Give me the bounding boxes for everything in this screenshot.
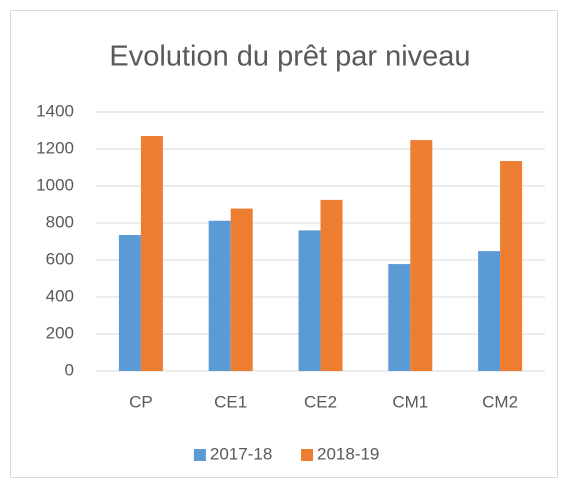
bar — [118, 235, 141, 371]
bar — [320, 199, 343, 371]
legend-label: 2018-19 — [317, 444, 379, 463]
chart-title: Evolution du prêt par niveau — [109, 41, 470, 73]
bar — [208, 220, 231, 371]
x-tick-label: CE2 — [304, 392, 337, 411]
bar — [388, 264, 411, 371]
bar — [478, 251, 501, 371]
legend-swatch — [301, 449, 313, 461]
legend-swatch — [193, 449, 206, 461]
bar — [140, 136, 163, 371]
y-tick-label: 0 — [65, 360, 74, 379]
bar — [500, 161, 523, 371]
y-tick-label: 1200 — [36, 138, 74, 157]
y-tick-label: 400 — [46, 286, 74, 305]
y-tick-label: 1000 — [36, 175, 74, 194]
bar — [298, 230, 321, 371]
y-tick-label: 600 — [46, 249, 74, 268]
bar — [410, 140, 433, 371]
x-tick-label: CE1 — [214, 392, 247, 411]
chart-frame — [10, 10, 558, 478]
y-tick-label: 800 — [46, 212, 74, 231]
y-tick-label: 200 — [46, 323, 74, 342]
x-tick-label: CM2 — [482, 392, 518, 411]
y-tick-label: 1400 — [36, 101, 74, 120]
legend-label: 2017-18 — [210, 444, 272, 463]
x-tick-label: CP — [129, 392, 153, 411]
bar — [230, 208, 253, 371]
x-tick-label: CM1 — [392, 392, 428, 411]
